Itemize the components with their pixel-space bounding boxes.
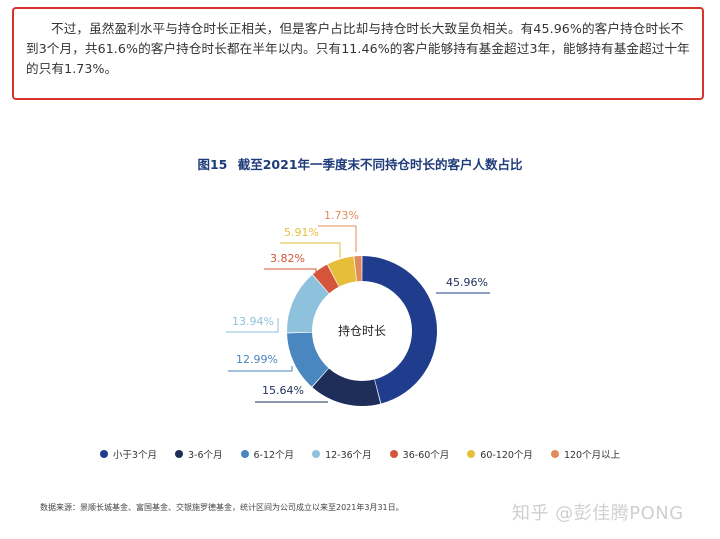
leader-line <box>280 242 341 258</box>
figure-number: 图15 <box>197 157 228 172</box>
slice-label: 12.99% <box>236 353 278 366</box>
legend-label: 120个月以上 <box>563 450 621 461</box>
slice-label: 3.82% <box>270 252 305 265</box>
legend-swatch <box>312 450 321 458</box>
legend-label: 3-6个月 <box>187 450 223 461</box>
watermark: 知乎 @彭佳腾PONG <box>512 503 684 524</box>
article-quote-box: 不过，虽然盈利水平与持仓时长正相关，但是客户占比却与持仓时长大致呈负相关。有45… <box>12 7 704 100</box>
legend-label: 小于3个月 <box>112 450 157 461</box>
donut-slice <box>312 264 339 294</box>
figure-caption: 截至2021年一季度末不同持仓时长的客户人数占比 <box>237 157 523 172</box>
figure-source: 数据来源：景顺长城基金、富国基金、交银施罗德基金，统计区间为公司成立以来至202… <box>40 503 404 512</box>
legend-swatch <box>240 450 249 458</box>
donut-slice <box>354 256 362 282</box>
figure-title: 图15 截至2021年一季度末不同持仓时长的客户人数占比 <box>0 154 720 173</box>
legend-label: 36-60个月 <box>402 450 450 461</box>
leader-line <box>228 366 293 372</box>
donut-slice <box>327 256 357 287</box>
legend-item: 12-36个月 <box>312 447 372 461</box>
slice-label: 13.94% <box>232 315 274 328</box>
legend-swatch <box>550 450 559 458</box>
legend-swatch <box>174 450 183 458</box>
leader-line <box>318 225 357 252</box>
legend-label: 60-120个月 <box>480 450 533 461</box>
donut-slice <box>287 332 329 387</box>
legend-item: 6-12个月 <box>240 447 295 461</box>
slice-label: 1.73% <box>324 209 359 222</box>
legend-item: 60-120个月 <box>467 447 533 461</box>
leader-line <box>264 268 317 275</box>
legend-label: 12-36个月 <box>325 450 372 461</box>
legend-item: 3-6个月 <box>174 447 223 461</box>
legend-item: 36-60个月 <box>389 447 450 461</box>
slice-label: 45.96% <box>446 276 488 289</box>
slice-label: 15.64% <box>262 384 304 397</box>
legend-swatch <box>99 450 108 458</box>
chart-legend: 小于3个月 3-6个月 6-12个月 12-36个月 36-60个月 60-120个月 12… <box>0 447 720 461</box>
donut-center-label: 持仓时长 <box>338 323 386 338</box>
article-paragraph: 不过，虽然盈利水平与持仓时长正相关，但是客户占比却与持仓时长大致呈负相关。有45… <box>26 21 690 76</box>
donut-slice <box>312 368 381 406</box>
leader-line <box>226 318 279 333</box>
legend-swatch <box>389 450 398 458</box>
legend-swatch <box>467 450 476 458</box>
legend-item: 小于3个月 <box>99 447 157 461</box>
legend-item: 120个月以上 <box>550 447 621 461</box>
slice-label: 5.91% <box>284 226 319 239</box>
legend-label: 6-12个月 <box>253 450 295 461</box>
donut-slice <box>362 256 438 404</box>
donut-slice <box>286 274 329 333</box>
